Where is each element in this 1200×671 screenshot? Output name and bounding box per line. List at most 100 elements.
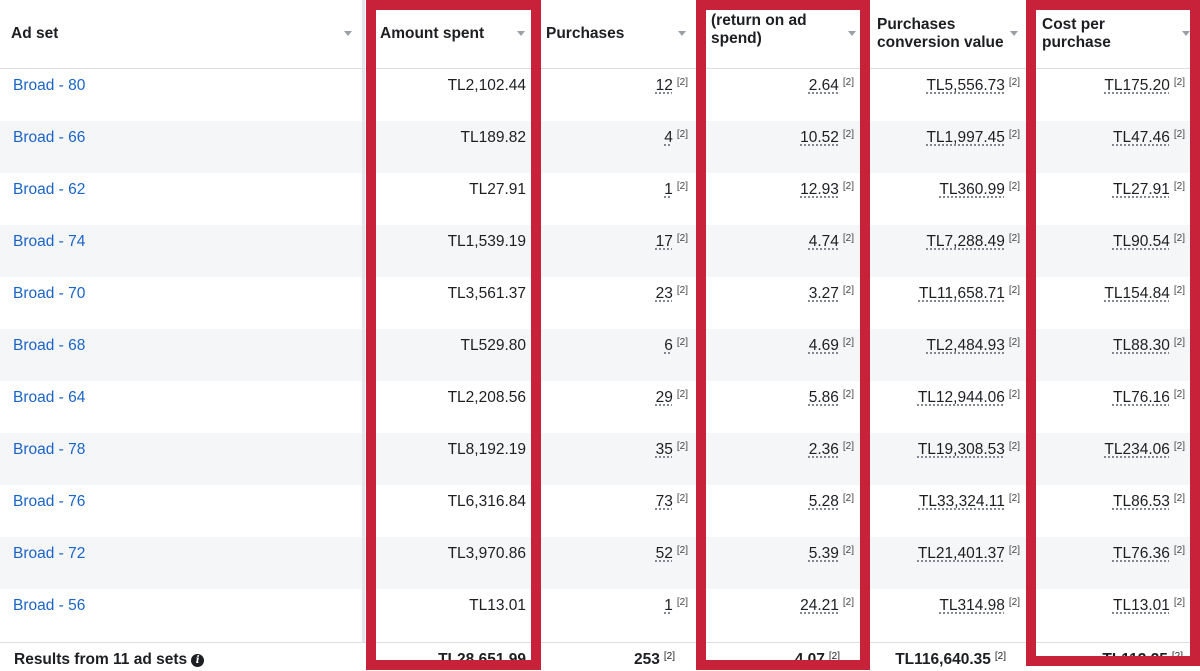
cost-per-purchase-cell: TL90.54 [2] (1112, 233, 1185, 250)
ad-set-name-link[interactable]: Broad - 80 (13, 77, 86, 94)
attribution-marker: [2] (676, 441, 688, 452)
attribution-marker: [2] (676, 233, 688, 244)
sort-caret-icon[interactable] (678, 31, 686, 36)
conversion-value-cell: TL2,484.93 [2] (926, 337, 1020, 354)
roas-cell: 24.21 [2] (800, 597, 854, 614)
attribution-marker: [2] (842, 181, 854, 192)
attribution-marker: [2] (842, 129, 854, 140)
attribution-marker: [2] (842, 77, 854, 88)
results-summary: Results from 11 ad sets i (14, 651, 205, 669)
table-row: Broad - 62 TL27.91 1 [2] 12.93 [2] TL360.99 [2]… (0, 173, 1200, 225)
attribution-marker: [2] (1008, 337, 1020, 348)
cost-per-purchase-cell: TL76.36 [2] (1112, 545, 1185, 562)
attribution-marker: [2] (842, 597, 854, 608)
roas-cell: 2.64 [2] (808, 77, 854, 94)
ad-set-name-link[interactable]: Broad - 78 (13, 441, 86, 458)
attribution-marker: [2] (663, 651, 675, 662)
ad-set-name-link[interactable]: Broad - 72 (13, 545, 86, 562)
attribution-marker: [2] (842, 285, 854, 296)
ad-set-name-link[interactable]: Broad - 64 (13, 389, 86, 406)
sort-caret-icon[interactable] (1182, 31, 1190, 36)
purchases-cell: 73 [2] (655, 493, 688, 510)
table-row: Broad - 72 TL3,970.86 52 [2] 5.39 [2] TL21,401… (0, 537, 1200, 589)
total-roas: 4.07 [2] (794, 651, 840, 668)
conversion-value-cell: TL7,288.49 [2] (926, 233, 1020, 250)
attribution-marker: [2] (842, 233, 854, 244)
ad-set-name-link[interactable]: Broad - 70 (13, 285, 86, 302)
table-row: Broad - 70 TL3,561.37 23 [2] 3.27 [2] TL11,658… (0, 277, 1200, 329)
ad-set-name-link[interactable]: Broad - 76 (13, 493, 86, 510)
attribution-marker: [2] (1008, 181, 1020, 192)
attribution-marker: [2] (1008, 129, 1020, 140)
conversion-value-cell: TL33,324.11 [2] (918, 493, 1020, 510)
purchases-cell: 4 [2] (664, 129, 688, 146)
roas-cell: 4.74 [2] (808, 233, 854, 250)
ad-set-name-link[interactable]: Broad - 62 (13, 181, 86, 198)
roas-cell: 3.27 [2] (808, 285, 854, 302)
column-header-amount-spent[interactable]: Amount spent (369, 0, 535, 68)
table-row: Broad - 74 TL1,539.19 17 [2] 4.74 [2] TL7,288.… (0, 225, 1200, 277)
column-header-purchase-roas[interactable]: Purchase ROAS (return on ad spend) (700, 0, 866, 68)
table-row: Broad - 80 TL2,102.44 12 [2] 2.64 [2] TL5,556.… (0, 69, 1200, 121)
attribution-marker: [2] (1008, 233, 1020, 244)
amount-spent-cell: TL189.82 (460, 129, 527, 146)
purchases-cell: 52 [2] (655, 545, 688, 562)
attribution-marker: [2] (1173, 129, 1185, 140)
sort-caret-icon[interactable] (848, 31, 856, 36)
purchases-cell: 17 [2] (655, 233, 688, 250)
roas-cell: 4.69 [2] (808, 337, 854, 354)
column-header-conversion-value[interactable]: Purchases conversion value (866, 0, 1028, 68)
ad-set-name-link[interactable]: Broad - 74 (13, 233, 86, 250)
attribution-marker: [2] (842, 441, 854, 452)
attribution-marker: [2] (1173, 285, 1185, 296)
info-icon[interactable]: i (191, 654, 205, 667)
total-cost-per-purchase: TL113.25 [2] (1102, 651, 1183, 668)
sort-caret-icon[interactable] (344, 31, 352, 36)
conversion-value-cell: TL12,944.06 [2] (917, 389, 1020, 406)
amount-spent-cell: TL3,970.86 (447, 545, 526, 562)
conversion-value-cell: TL21,401.37 [2] (917, 545, 1020, 562)
conversion-value-cell: TL314.98 [2] (939, 597, 1020, 614)
column-header-ad-set[interactable]: Ad set (0, 0, 362, 68)
attribution-marker: [2] (676, 597, 688, 608)
conversion-value-cell: TL5,556.73 [2] (926, 77, 1020, 94)
conversion-value-cell: TL19,308.53 [2] (917, 441, 1020, 458)
attribution-marker: [2] (1008, 441, 1020, 452)
amount-spent-cell: TL6,316.84 (447, 493, 526, 510)
table-row: Broad - 68 TL529.80 6 [2] 4.69 [2] TL2,484.93[… (0, 329, 1200, 381)
attribution-marker: [2] (676, 337, 688, 348)
cost-per-purchase-cell: TL154.84 [2] (1104, 285, 1185, 302)
sort-caret-icon[interactable] (517, 31, 525, 36)
table-row: Broad - 76 TL6,316.84 73 [2] 5.28 [2] TL33,324… (0, 485, 1200, 537)
ad-set-name-link[interactable]: Broad - 68 (13, 337, 86, 354)
ad-set-name-link[interactable]: Broad - 66 (13, 129, 86, 146)
attribution-marker: [2] (676, 181, 688, 192)
attribution-marker: [2] (1173, 337, 1185, 348)
column-header-cost-per-purchase[interactable]: Cost per purchase (1031, 0, 1200, 68)
total-amount-spent: TL28,651.99 (438, 651, 526, 668)
attribution-marker: [2] (1008, 545, 1020, 556)
roas-cell: 12.93 [2] (800, 181, 854, 198)
attribution-marker: [2] (676, 129, 688, 140)
table-row: Broad - 56 TL13.01 1 [2] 24.21 [2] TL314.98 [2]… (0, 589, 1200, 641)
attribution-marker: [2] (842, 389, 854, 400)
attribution-marker: [2] (676, 285, 688, 296)
purchases-cell: 35 [2] (655, 441, 688, 458)
amount-spent-cell: TL27.91 (469, 181, 526, 198)
sort-caret-icon[interactable] (1010, 31, 1018, 36)
roas-cell: 2.36 [2] (808, 441, 854, 458)
roas-cell: 5.39 [2] (808, 545, 854, 562)
cost-per-purchase-cell: TL13.01 [2] (1112, 597, 1185, 614)
attribution-marker: [2] (994, 651, 1006, 662)
purchases-cell: 1 [2] (664, 597, 688, 614)
column-header-purchases[interactable]: Purchases (535, 0, 696, 68)
amount-spent-cell: TL8,192.19 (447, 441, 526, 458)
attribution-marker: [2] (1173, 545, 1185, 556)
cost-per-purchase-cell: TL47.46 [2] (1112, 129, 1185, 146)
amount-spent-cell: TL2,208.56 (447, 389, 526, 406)
attribution-marker: [2] (828, 651, 840, 662)
attribution-marker: [2] (676, 389, 688, 400)
ad-set-name-link[interactable]: Broad - 56 (13, 597, 86, 614)
cost-per-purchase-cell: TL76.16 [2] (1112, 389, 1185, 406)
